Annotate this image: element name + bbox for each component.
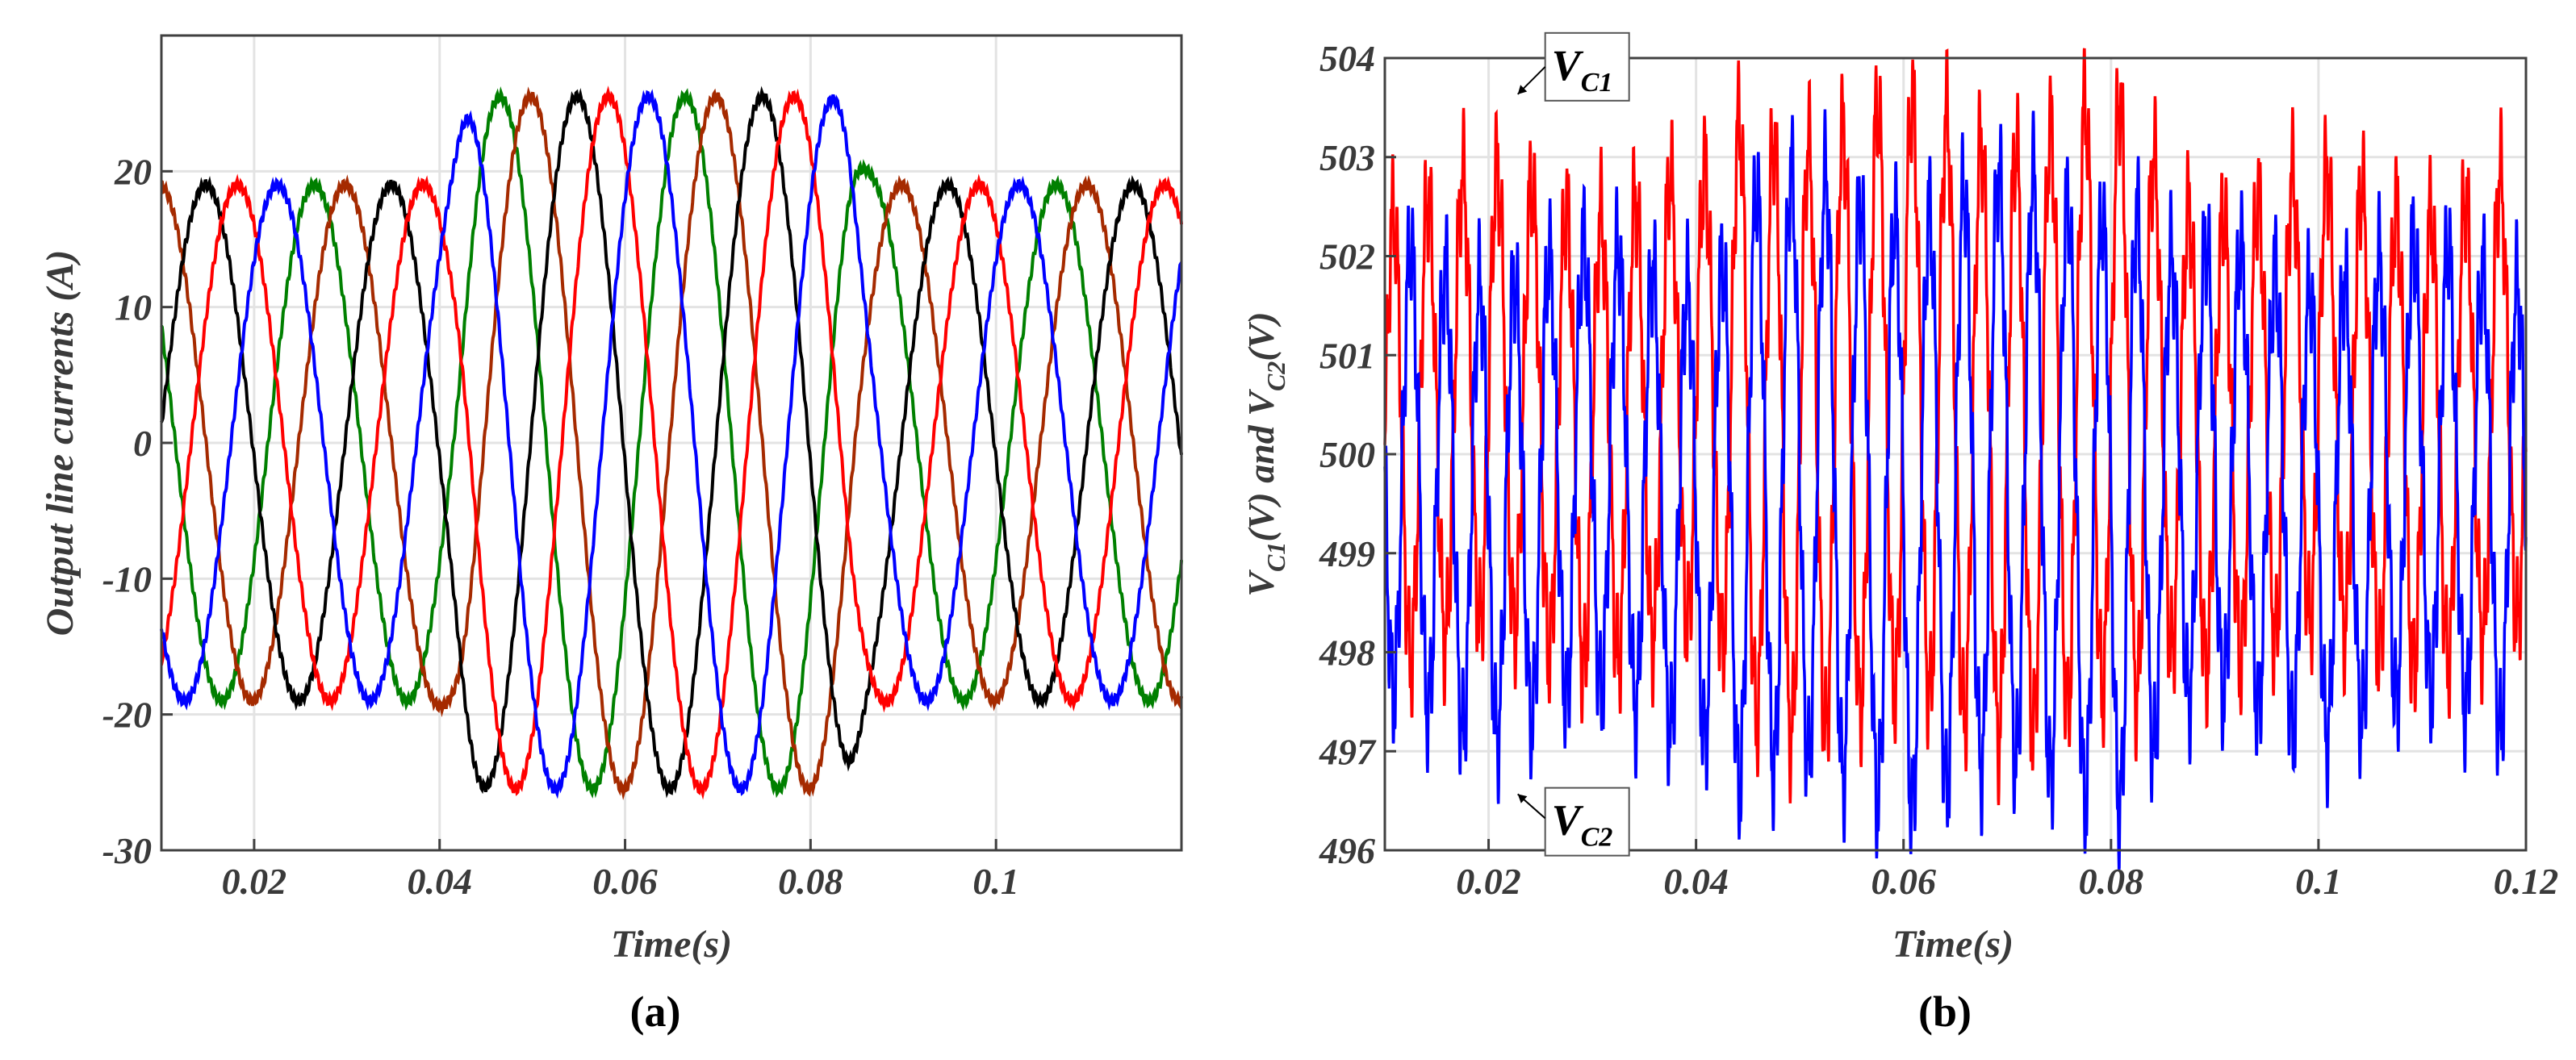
chart-b-y-tick-label: 499 — [1319, 533, 1375, 574]
chart-a-series-line — [160, 86, 1183, 801]
chart-b-annotation-label: VC2 — [1552, 796, 1613, 853]
chart-b-y-tick-label: 504 — [1319, 38, 1375, 79]
chart-b-y-tick-label: 496 — [1319, 830, 1375, 871]
chart-b-y-tick-label: 501 — [1319, 335, 1375, 376]
chart-a-y-tick-label: 20 — [114, 151, 152, 192]
chart-b: 0.02 0.04 0.06 0.08 0.1 0.12 496 497 498 499 500 5… — [1240, 31, 2558, 1036]
chart-b-annotation-arrowhead — [1517, 85, 1528, 94]
chart-a-x-tick-label: 0.04 — [407, 861, 472, 902]
chart-a-series — [160, 86, 1183, 801]
chart-a-y-tick-label: 0 — [133, 423, 152, 464]
chart-a-series-line — [160, 86, 1183, 799]
chart-a-series-line — [160, 86, 1183, 799]
chart-b-panel-label: (b) — [1918, 987, 1972, 1036]
chart-a-y-ticks: -30 -20 -10 0 10 20 — [102, 151, 173, 871]
chart-a: 0.02 0.04 0.06 0.08 0.1 -30 -20 -10 0 10 20 Time(… — [39, 34, 1183, 1036]
chart-b-series-line — [1383, 109, 2528, 870]
chart-a-y-tick-label: -10 — [102, 558, 152, 599]
chart-b-x-tick-label: 0.02 — [1456, 861, 1521, 902]
chart-b-series — [1383, 48, 2528, 870]
chart-a-series-line — [160, 86, 1183, 800]
chart-a-y-tick-label: -30 — [102, 830, 152, 871]
chart-a-x-tick-label: 0.1 — [972, 861, 1019, 902]
chart-a-xlabel: Time(s) — [611, 923, 732, 966]
chart-b-x-tick-label: 0.04 — [1663, 861, 1729, 902]
chart-b-x-tick-label: 0.1 — [2295, 861, 2342, 902]
chart-b-x-ticks: 0.02 0.04 0.06 0.08 0.1 0.12 — [1456, 839, 2558, 902]
chart-b-y-tick-label: 497 — [1319, 731, 1377, 772]
chart-b-y-tick-label: 498 — [1319, 632, 1375, 674]
chart-a-panel-label: (a) — [630, 987, 681, 1036]
chart-b-y-tick-label: 500 — [1319, 434, 1375, 475]
chart-a-x-tick-label: 0.06 — [592, 861, 658, 902]
chart-b-xlabel: Time(s) — [1892, 923, 2014, 966]
chart-b-x-tick-label: 0.12 — [2494, 861, 2559, 902]
chart-b-annotations: VC1 VC2 — [1516, 31, 1630, 857]
chart-b-ylabel: VC1(V) and VC2(V) — [1240, 311, 1290, 596]
chart-a-x-ticks: 0.02 0.04 0.06 0.08 0.1 — [222, 839, 1019, 902]
chart-a-x-tick-label: 0.02 — [222, 861, 287, 902]
chart-b-annotation-box — [1544, 31, 1630, 102]
chart-b-x-tick-label: 0.06 — [1871, 861, 1936, 902]
chart-b-annotation-label: VC1 — [1552, 41, 1613, 98]
chart-b-y-ticks: 496 497 498 499 500 501 502 503 504 — [1319, 38, 1396, 871]
chart-b-annotation-arrowhead — [1517, 794, 1528, 803]
chart-a-y-tick-label: 10 — [115, 287, 152, 328]
chart-b-y-tick-label: 502 — [1319, 236, 1375, 278]
chart-a-y-tick-label: -20 — [102, 695, 152, 736]
chart-b-annotation-box — [1544, 787, 1630, 857]
chart-a-ylabel: Output line currents (A) — [39, 250, 82, 636]
chart-a-series-line — [160, 89, 1182, 799]
chart-b-y-tick-label: 503 — [1319, 137, 1375, 178]
chart-b-x-tick-label: 0.08 — [2079, 861, 2144, 902]
chart-a-x-tick-label: 0.08 — [778, 861, 843, 902]
